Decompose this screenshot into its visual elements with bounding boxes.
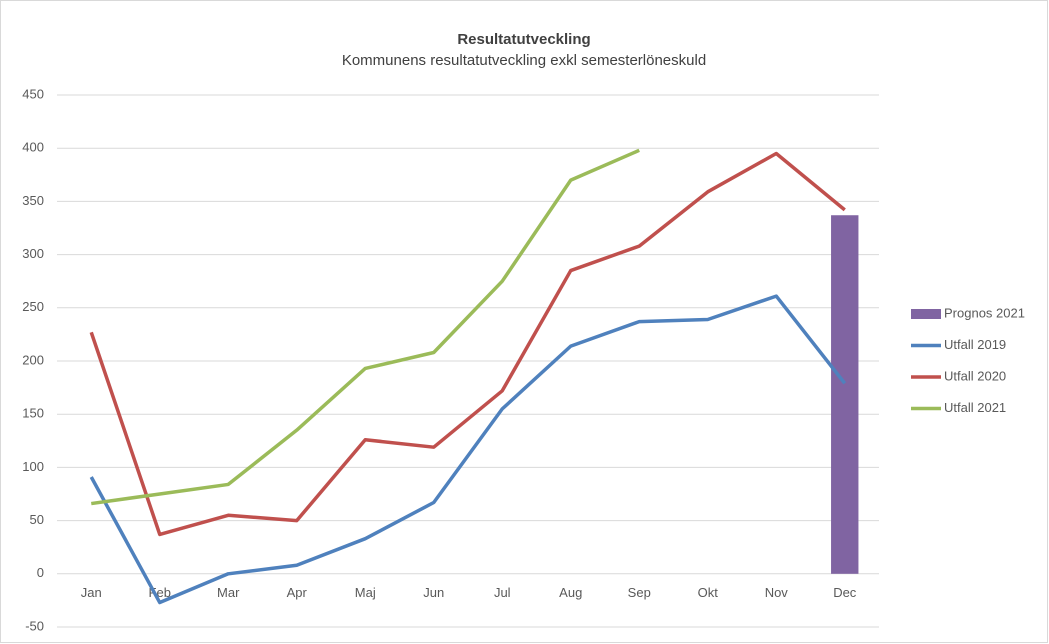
legend-label: Utfall 2019 xyxy=(944,337,1006,352)
bar xyxy=(831,215,859,574)
y-tick-label: 400 xyxy=(22,140,44,155)
x-tick-label: Jan xyxy=(81,585,102,600)
chart-subtitle: Kommunens resultatutveckling exkl semest… xyxy=(342,52,706,69)
y-tick-label: 100 xyxy=(22,459,44,474)
x-tick-label: Okt xyxy=(698,585,719,600)
x-tick-label: Jun xyxy=(423,585,444,600)
y-tick-label: -50 xyxy=(25,618,44,633)
x-tick-label: Aug xyxy=(559,585,582,600)
y-tick-label: 350 xyxy=(22,193,44,208)
legend-label: Utfall 2021 xyxy=(944,400,1006,415)
y-tick-label: 200 xyxy=(22,352,44,367)
line xyxy=(91,148,640,506)
chart-title: Resultatutveckling xyxy=(457,31,590,48)
x-tick-label: Nov xyxy=(765,585,789,600)
legend-label: Prognos 2021 xyxy=(944,305,1025,320)
x-tick-label: Sep xyxy=(628,585,651,600)
y-tick-label: 300 xyxy=(22,246,44,261)
line xyxy=(89,294,847,605)
x-tick-label: Jul xyxy=(494,585,511,600)
y-tick-label: 450 xyxy=(22,86,44,101)
x-tick-label: Dec xyxy=(833,585,857,600)
x-tick-label: Mar xyxy=(217,585,240,600)
y-tick-label: 50 xyxy=(30,512,44,527)
y-tick-label: 0 xyxy=(37,565,44,580)
x-tick-label: Maj xyxy=(355,585,376,600)
line xyxy=(89,151,846,537)
y-tick-label: 250 xyxy=(22,299,44,314)
x-tick-label: Apr xyxy=(287,585,308,600)
legend-swatch xyxy=(911,309,941,319)
legend-label: Utfall 2020 xyxy=(944,368,1006,383)
y-tick-label: 150 xyxy=(22,406,44,421)
